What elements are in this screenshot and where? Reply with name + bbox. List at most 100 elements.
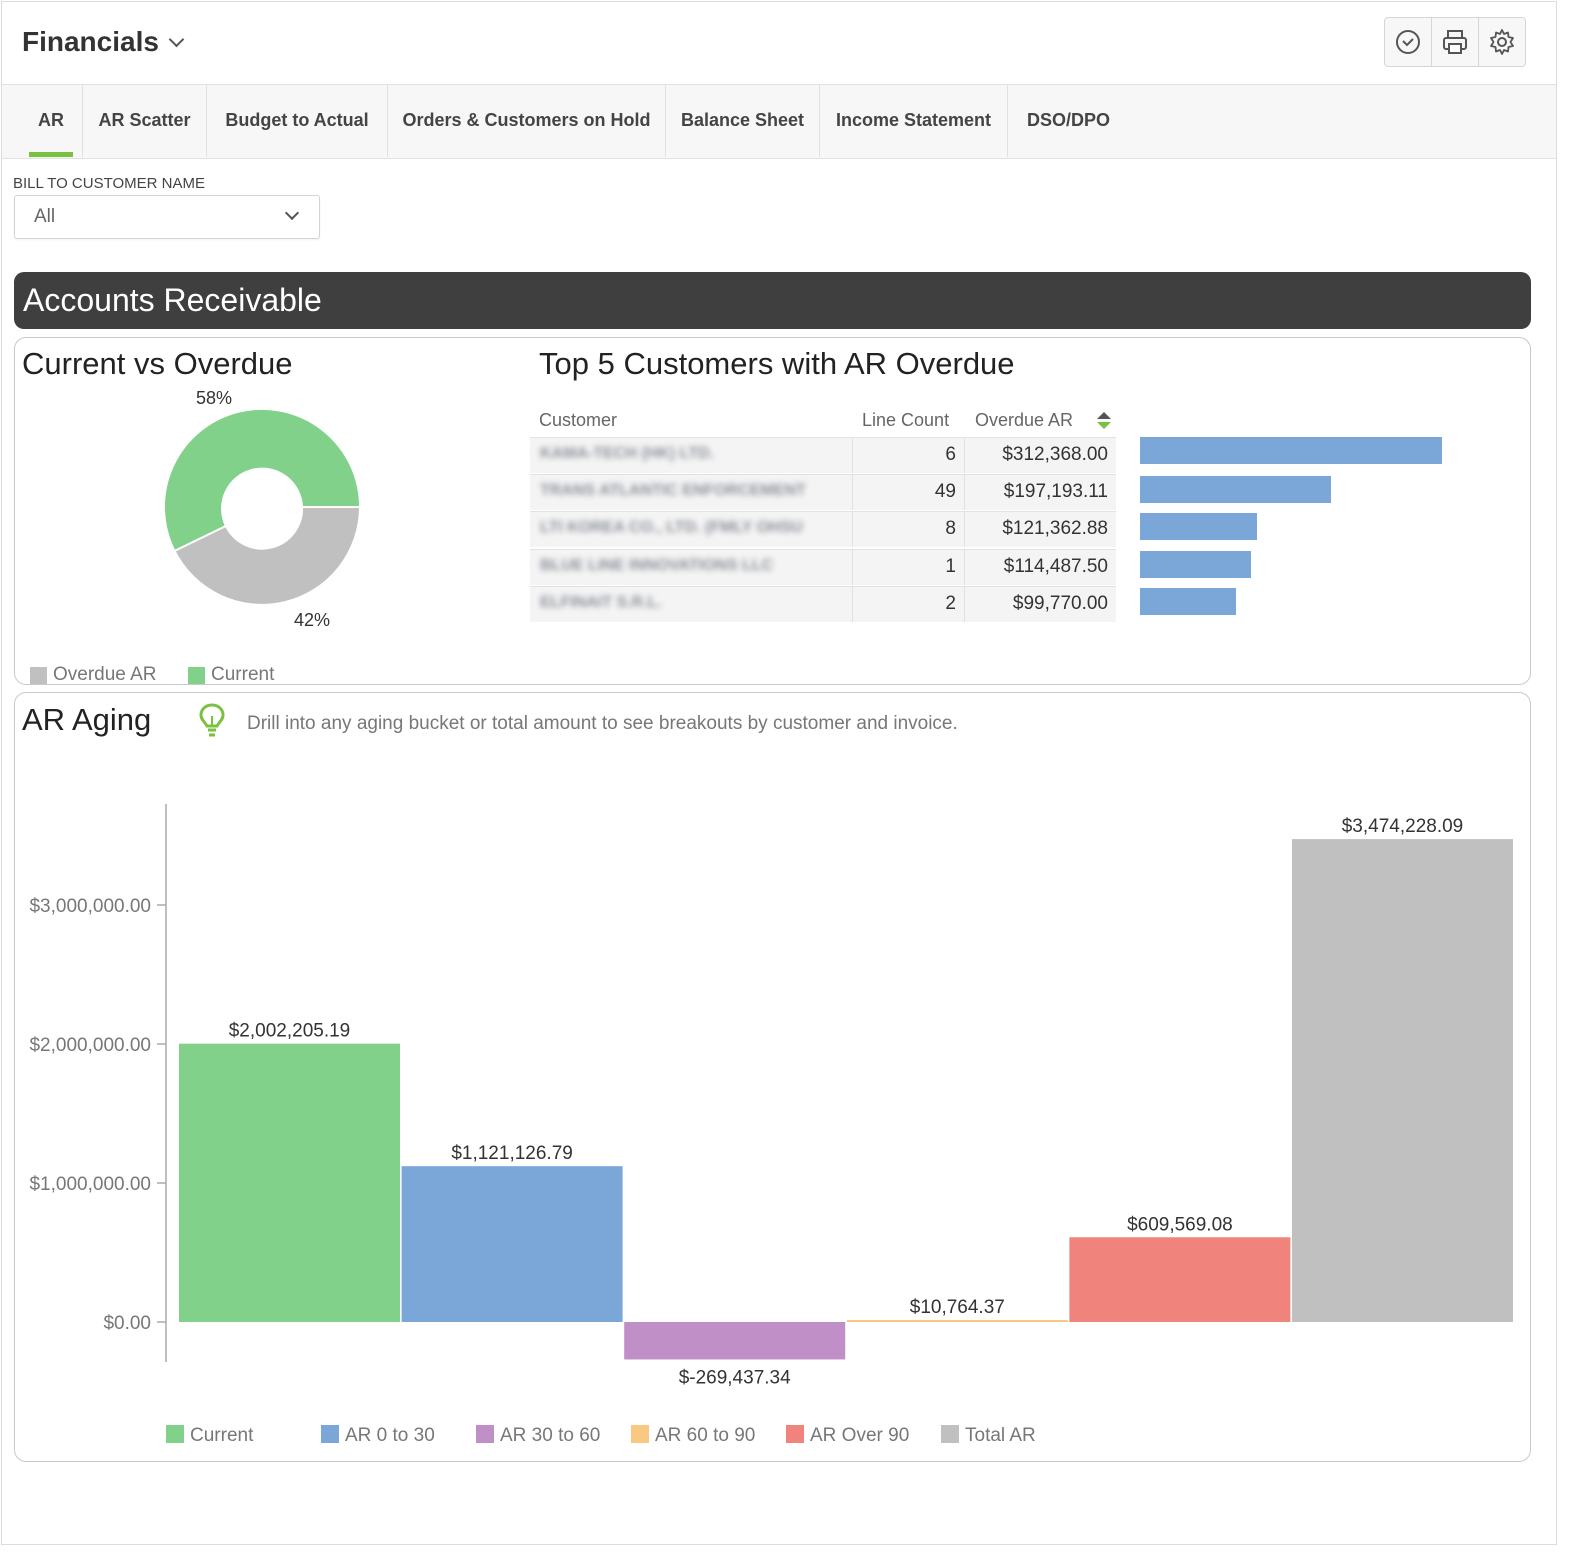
line-count[interactable]: 8 — [945, 518, 956, 540]
customer-filter-select[interactable]: All — [14, 195, 320, 239]
legend-label: Current — [211, 664, 275, 685]
ar-summary-panel — [14, 337, 1531, 685]
bar-data-label: $-269,437.34 — [679, 1367, 791, 1388]
column-header-customer[interactable]: Customer — [539, 410, 618, 430]
bar-data-label: $2,002,205.19 — [229, 1021, 351, 1042]
legend-label: Overdue AR — [53, 664, 157, 685]
cell-divider — [852, 549, 853, 585]
legend-swatch[interactable] — [631, 1425, 649, 1443]
aging-bar-ar-30-to-60[interactable] — [624, 1322, 846, 1360]
overdue-amount[interactable]: $121,362.88 — [1002, 518, 1108, 540]
tab-bar: AR AR Scatter Budget to Actual Orders & … — [2, 84, 1556, 159]
aging-bar-current[interactable] — [179, 1043, 400, 1322]
filter-value: All — [34, 206, 56, 227]
section-title: Accounts Receivable — [23, 282, 322, 318]
sort-icon[interactable] — [1096, 411, 1112, 431]
aging-bar-ar-60-to-90[interactable] — [846, 1320, 1068, 1322]
line-count[interactable]: 6 — [945, 444, 956, 465]
tab-balance-sheet[interactable]: Balance Sheet — [665, 85, 819, 157]
line-count[interactable]: 2 — [945, 592, 956, 614]
cell-divider — [852, 586, 853, 622]
tab-ar-scatter[interactable]: AR Scatter — [82, 85, 206, 157]
customer-name[interactable]: TRANS ATLANTIC ENFORCEMENT — [540, 482, 806, 500]
table-row[interactable]: LTI KOREA CO., LTD. (FMLY OHSU 8 $121,362.… — [530, 511, 1116, 548]
column-header-overdue-ar[interactable]: Overdue AR — [975, 410, 1074, 430]
line-count[interactable]: 1 — [945, 555, 956, 577]
bar-data-label: $3,474,228.09 — [1342, 816, 1464, 837]
legend-swatch[interactable] — [941, 1425, 959, 1443]
tab-income-statement[interactable]: Income Statement — [819, 85, 1007, 157]
donut-slice-current[interactable] — [163, 407, 362, 553]
toolbar — [1384, 17, 1526, 67]
aging-bar-ar-over-90[interactable] — [1069, 1237, 1291, 1322]
ar-aging-chart: $0.00 $1,000,000.00 $2,000,000.00 $3,000,00… — [29, 804, 1513, 1446]
tab-orders-customers-on-hold[interactable]: Orders & Customers on Hold — [387, 85, 665, 157]
table-row[interactable]: TRANS ATLANTIC ENFORCEMENT 49 $197,193.11 — [530, 474, 1116, 511]
donut-slice-overdue[interactable] — [173, 506, 362, 606]
aging-bar-total-ar[interactable] — [1292, 839, 1513, 1322]
customer-name[interactable]: ELFINAIT S.R.L. — [540, 593, 662, 611]
top5-title: Top 5 Customers with AR Overdue — [539, 346, 1015, 381]
cell-divider — [964, 512, 965, 548]
overdue-amount[interactable]: $197,193.11 — [1003, 481, 1108, 503]
cell-divider — [852, 475, 853, 511]
settings-button[interactable] — [1479, 18, 1525, 66]
legend-item-current[interactable]: Current — [188, 664, 274, 686]
bar-data-label: $1,121,126.79 — [451, 1143, 573, 1164]
gear-icon — [1490, 29, 1514, 55]
overdue-amount[interactable]: $312,368.00 — [1002, 444, 1108, 465]
legend-item-label[interactable]: AR 30 to 60 — [500, 1425, 600, 1446]
overdue-bar[interactable] — [1140, 513, 1258, 541]
aging-tip: Drill into any aging bucket or total amo… — [247, 713, 958, 734]
legend-swatch[interactable] — [476, 1425, 494, 1443]
overdue-amount[interactable]: $114,487.50 — [1003, 555, 1108, 577]
cell-divider — [964, 549, 965, 585]
customer-name[interactable]: LTI KOREA CO., LTD. (FMLY OHSU — [540, 519, 803, 537]
donut-label-overdue: 42% — [294, 610, 330, 630]
y-axis-tick-label: $3,000,000.00 — [29, 896, 151, 917]
clock-icon — [1396, 30, 1420, 54]
tab-ar[interactable]: AR — [28, 85, 74, 157]
donut-chart: 58% 42% — [163, 388, 362, 630]
cell-divider — [964, 586, 965, 622]
customer-name[interactable]: BLUE LINE INNOVATIONS LLC — [540, 556, 774, 574]
overdue-bar[interactable] — [1140, 476, 1331, 504]
section-header: Accounts Receivable — [14, 272, 1531, 329]
tab-dso-dpo[interactable]: DSO/DPO — [1007, 85, 1129, 157]
chevron-down-icon — [168, 31, 185, 47]
chevron-down-icon — [284, 205, 300, 221]
table-row[interactable]: KAMA-TECH (HK) LTD. 6 $312,368.00 — [530, 437, 1116, 473]
legend-swatch[interactable] — [321, 1425, 339, 1443]
cell-divider — [852, 512, 853, 548]
legend-item-label[interactable]: AR 0 to 30 — [345, 1425, 435, 1446]
legend-item-label[interactable]: AR 60 to 90 — [655, 1425, 755, 1446]
legend-item-label[interactable]: Current — [190, 1425, 254, 1446]
overdue-bar[interactable] — [1140, 587, 1237, 615]
overdue-amount[interactable]: $99,770.00 — [1012, 592, 1108, 614]
table-row[interactable]: ELFINAIT S.R.L. 2 $99,770.00 — [530, 585, 1116, 622]
overdue-bar[interactable] — [1140, 437, 1442, 464]
lightbulb-icon — [199, 703, 225, 737]
legend-swatch — [30, 666, 47, 684]
legend-item-label[interactable]: AR Over 90 — [810, 1425, 909, 1446]
overdue-bar[interactable] — [1140, 550, 1251, 578]
donut-title: Current vs Overdue — [22, 346, 293, 381]
cell-divider — [964, 475, 965, 511]
tab-budget-to-actual[interactable]: Budget to Actual — [206, 85, 387, 157]
aging-bar-ar-0-to-30[interactable] — [401, 1166, 623, 1322]
table-row[interactable]: BLUE LINE INNOVATIONS LLC 1 $114,487.50 — [530, 548, 1116, 585]
legend-item-label[interactable]: Total AR — [965, 1425, 1036, 1446]
legend-swatch[interactable] — [166, 1425, 184, 1443]
dashboard-selector[interactable]: Financials — [22, 26, 185, 58]
y-axis-tick-label: $2,000,000.00 — [29, 1035, 151, 1056]
legend-swatch[interactable] — [786, 1425, 804, 1443]
print-button[interactable] — [1432, 18, 1479, 66]
customer-name[interactable]: KAMA-TECH (HK) LTD. — [540, 445, 714, 462]
column-header-line-count[interactable]: Line Count — [862, 410, 950, 430]
bar-data-label: $609,569.08 — [1127, 1214, 1233, 1235]
donut-label-current: 58% — [196, 388, 232, 408]
schedule-button[interactable] — [1385, 18, 1432, 66]
legend-item-overdue-ar[interactable]: Overdue AR — [30, 664, 157, 686]
line-count[interactable]: 49 — [934, 481, 956, 503]
